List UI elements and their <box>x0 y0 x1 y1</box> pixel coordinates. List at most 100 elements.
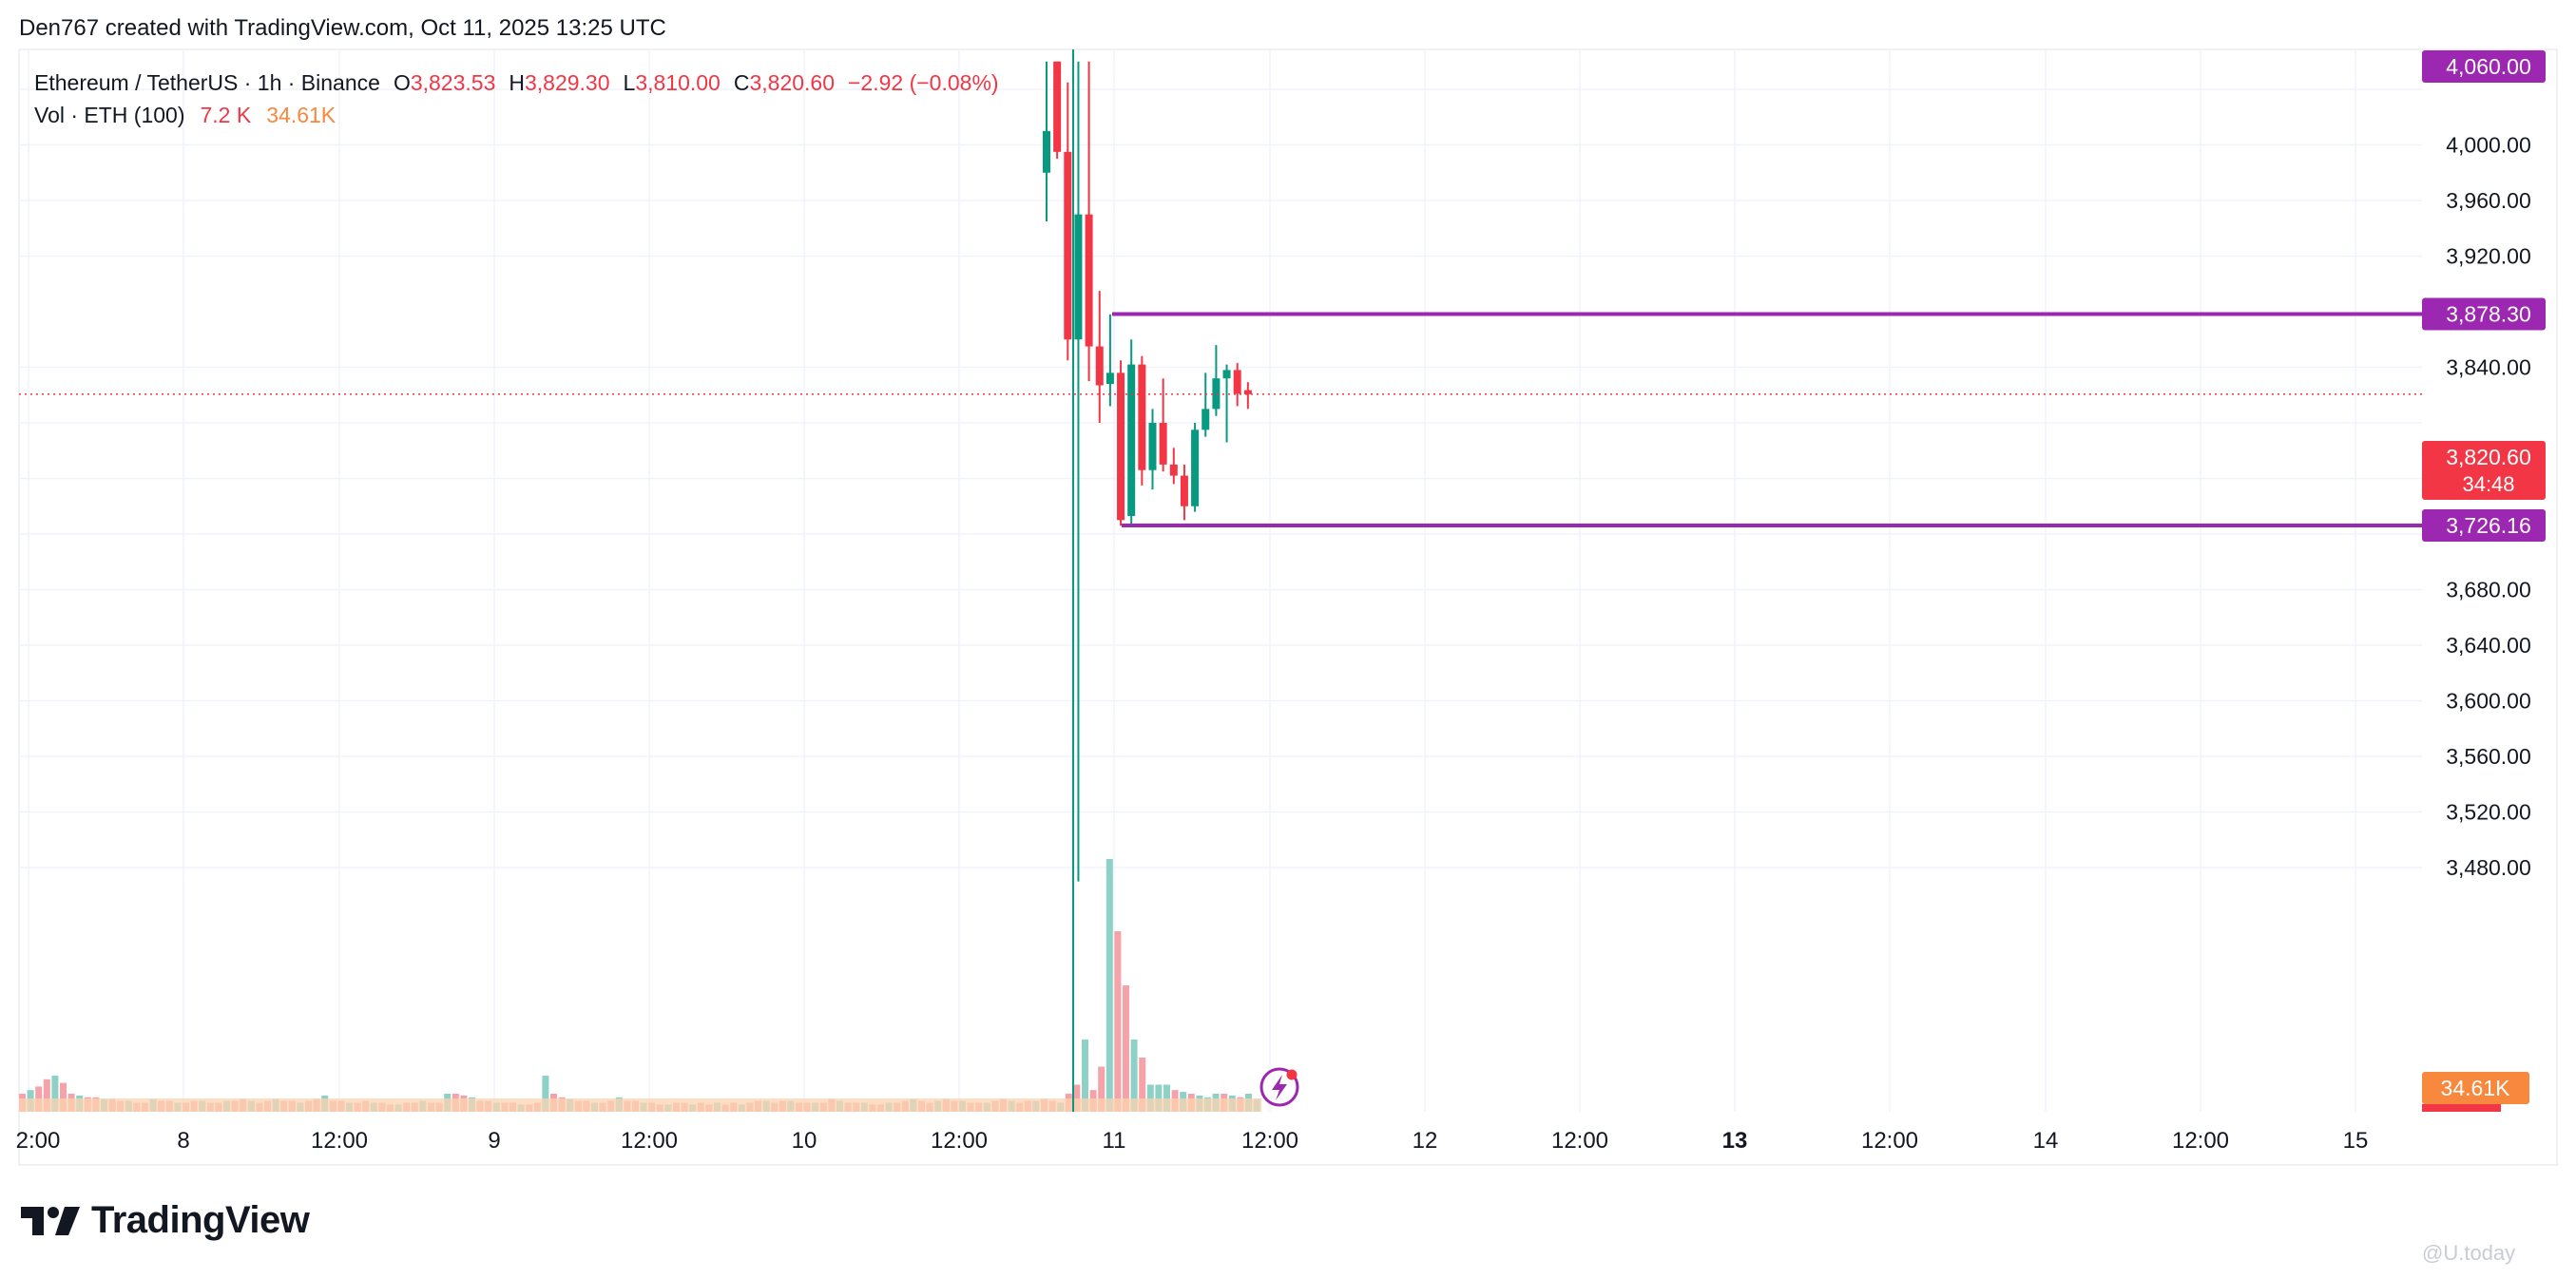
time-tick-label: 12:00 <box>1861 1128 1918 1154</box>
candle[interactable] <box>1191 423 1200 512</box>
volume-bar <box>43 1079 50 1112</box>
badge-volume-bar <box>2422 1104 2501 1112</box>
watermark: @U.today <box>2422 1241 2516 1265</box>
candle[interactable] <box>1043 61 1050 221</box>
price-tick-label: 3,920.00 <box>2446 244 2531 269</box>
volume-ma-area <box>19 1098 1262 1112</box>
candle[interactable] <box>1201 372 1210 437</box>
volume-ma-value: 34.61K <box>266 103 336 127</box>
volume-bar <box>1114 931 1122 1112</box>
badge-last-price[interactable]: 3,820.60 34:48 <box>2422 441 2546 500</box>
candle-body <box>1127 364 1136 516</box>
badge-volume[interactable]: 34.61K <box>2422 1072 2529 1104</box>
low-value: 3,810.00 <box>635 70 721 95</box>
time-axis[interactable]: 2:00 8 12:00 9 12:00 10 12:00 11 12:00 12 12:00 13 1… <box>16 1128 2369 1154</box>
candle[interactable] <box>1064 82 1072 361</box>
open-value: 3,823.53 <box>410 70 496 95</box>
price-tick-label: 3,560.00 <box>2446 744 2531 769</box>
badge-upper-level[interactable]: 3,878.30 <box>2422 297 2546 331</box>
candle[interactable] <box>1074 61 1083 882</box>
high-label: H <box>509 70 525 95</box>
candle-body <box>1138 364 1146 470</box>
volume-bar <box>1146 1084 1154 1112</box>
candle-body <box>1243 390 1252 394</box>
candle-body <box>1180 475 1188 506</box>
volume-value: 7.2 K <box>200 103 252 127</box>
tradingview-wordmark: TradingView <box>91 1199 310 1241</box>
badge-top-price[interactable]: 4,060.00 <box>2422 50 2546 83</box>
time-tick-label: 9 <box>488 1128 500 1154</box>
candle[interactable] <box>1159 378 1167 472</box>
badge-lower-level-text: 3,726.16 <box>2446 513 2531 538</box>
badge-upper-level-text: 3,878.30 <box>2446 301 2531 326</box>
chart-author-header: Den767 created with TradingView.com, Oct… <box>19 15 666 41</box>
volume-bar <box>1105 859 1113 1112</box>
time-tick-label: 12:00 <box>1241 1128 1298 1154</box>
time-tick-label: 2:00 <box>16 1128 61 1154</box>
candle[interactable] <box>1169 448 1178 485</box>
candle[interactable] <box>1138 355 1146 486</box>
volume-label[interactable]: Vol · ETH (100) <box>34 103 185 127</box>
grid <box>18 48 2558 1166</box>
volume-bar <box>1073 1084 1081 1112</box>
symbol-label[interactable]: Ethereum / TetherUS · 1h · Binance <box>34 70 380 95</box>
candle[interactable] <box>1243 382 1252 410</box>
tradingview-logo[interactable]: TradingView <box>21 1199 310 1242</box>
volume-bar <box>1130 1040 1138 1112</box>
volume-bar <box>542 1076 549 1112</box>
candle[interactable] <box>1148 409 1157 490</box>
plot-frame <box>18 48 2558 1166</box>
volume-bar <box>1155 1084 1163 1112</box>
candle-body <box>1159 423 1167 465</box>
price-axis[interactable]: 4,000.003,960.003,920.003,840.003,760.00… <box>2422 50 2546 1112</box>
time-tick-label: 12:00 <box>931 1128 988 1154</box>
high-value: 3,829.30 <box>524 70 610 95</box>
candle[interactable] <box>1233 363 1241 407</box>
badge-last-price-bg <box>2422 441 2546 500</box>
candle-body <box>1085 214 1093 347</box>
volume-bar <box>1098 1066 1105 1112</box>
candle-body <box>1064 151 1072 340</box>
candle[interactable] <box>1095 291 1104 423</box>
candle[interactable] <box>1105 314 1114 407</box>
time-tick-label: 12:00 <box>311 1128 368 1154</box>
candle-body <box>1169 464 1178 476</box>
change-value: −2.92 (−0.08%) <box>848 70 999 95</box>
volume-bar <box>60 1082 67 1112</box>
time-tick-label: 10 <box>792 1128 817 1154</box>
time-tick-label: 14 <box>2033 1128 2059 1154</box>
volume-bar <box>1123 985 1129 1112</box>
candle[interactable] <box>1180 464 1188 521</box>
candle-body <box>1074 214 1083 340</box>
time-tick-label: 15 <box>2343 1128 2369 1154</box>
replay-icon[interactable] <box>1259 1067 1299 1107</box>
time-tick-label: 12 <box>1413 1128 1438 1154</box>
horizontal-levels[interactable] <box>19 312 2422 527</box>
badge-lower-level[interactable]: 3,726.16 <box>2422 508 2546 542</box>
candlesticks <box>1043 49 1252 1112</box>
time-tick-label: 12:00 <box>2172 1128 2229 1154</box>
candle[interactable] <box>1085 61 1093 382</box>
candle-body <box>1191 430 1200 506</box>
volume-row: Vol · ETH (100) 7.2 K 34.61K <box>34 99 999 131</box>
volume-bar <box>1163 1084 1170 1112</box>
candle-body <box>1117 372 1125 521</box>
close-value: 3,820.60 <box>749 70 835 95</box>
candle[interactable] <box>1212 345 1221 416</box>
badge-volume-bg <box>2422 1072 2529 1104</box>
price-tick-label: 3,960.00 <box>2446 188 2531 213</box>
volume-bars <box>19 859 1262 1112</box>
candle-body <box>1053 61 1062 152</box>
candle[interactable] <box>1053 61 1062 160</box>
last-price-text: 3,820.60 <box>2446 445 2531 469</box>
candle-body <box>1148 423 1157 470</box>
badge-upper-level-bg <box>2422 297 2546 331</box>
candle[interactable] <box>1127 339 1136 526</box>
time-tick-label: 11 <box>1103 1128 1126 1154</box>
candle[interactable] <box>1117 360 1125 526</box>
price-tick-label: 3,600.00 <box>2446 689 2531 714</box>
countdown-text: 34:48 <box>2462 472 2514 496</box>
badge-top-price-text: 4,060.00 <box>2446 54 2531 79</box>
candle[interactable] <box>1222 364 1231 443</box>
